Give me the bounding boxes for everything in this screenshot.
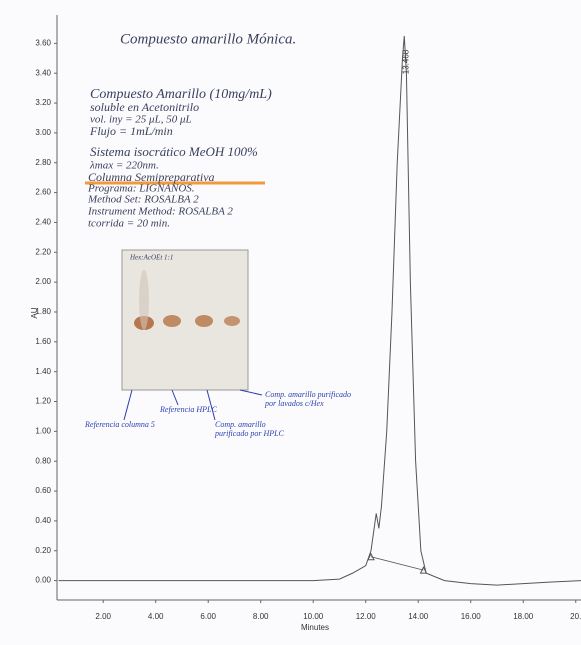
handwritten-note: vol. iny = 25 μL, 50 μL [90,114,192,126]
handwritten-note: Programa: LIGNANOS. [87,183,195,195]
handwritten-note: Method Set: ROSALBA 2 [87,194,199,206]
y-tick-label: 1.40 [35,367,51,376]
y-tick-label: 0.20 [35,546,51,555]
x-tick-label: 10.00 [303,612,324,621]
y-tick-label: 0.60 [35,486,51,495]
tlc-caption: Comp. amarillo purificado por HPLC [214,420,285,438]
handwritten-note: Compuesto amarillo Mónica. [120,31,296,47]
integration-marker [419,566,428,574]
handwritten-note: λmax = 220nm. [89,160,159,172]
x-axis-label: Minutes [301,623,329,632]
handwritten-note: soluble en Acetonitrilo [90,100,199,114]
tlc-caption: Referencia HPLC [159,405,217,414]
handwritten-note: Sistema isocrático MeOH 100% [90,144,258,159]
y-tick-label: 1.00 [35,426,51,435]
x-tick-label: 4.00 [148,612,164,621]
y-tick-label: 1.80 [35,307,51,316]
x-tick-label: 8.00 [253,612,269,621]
tlc-caption: Referencia columna 5 [84,420,155,429]
y-tick-label: 2.60 [35,188,51,197]
y-tick-label: 0.80 [35,456,51,465]
x-tick-label: 2.00 [95,612,111,621]
y-tick-label: 0.00 [35,576,51,585]
tlc-caption: Comp. amarillo purificado por lavados c/H… [264,390,351,408]
y-tick-label: 3.20 [35,98,51,107]
x-tick-label: 6.00 [200,612,216,621]
integration-baseline [370,556,424,571]
x-tick-label: 20. [570,612,581,621]
handwritten-note: Compuesto Amarillo (10mg/mL) [90,87,272,102]
integration-marker [367,552,375,561]
handwritten-note: Columna Semipreparativa [88,170,215,184]
peak-label: 13.468 [401,49,410,74]
y-tick-label: 3.00 [35,128,51,137]
y-axis-label: AU [30,307,39,318]
x-tick-label: 12.00 [356,612,377,621]
x-tick-label: 16.00 [461,612,482,621]
y-tick-label: 3.60 [35,38,51,47]
y-tick-label: 0.40 [35,516,51,525]
y-tick-label: 2.20 [35,247,51,256]
handwritten-note: Flujo = 1mL/min [89,124,173,138]
x-tick-label: 14.00 [408,612,429,621]
handwritten-note: tcorrida = 20 min. [88,218,170,230]
y-tick-label: 2.40 [35,218,51,227]
y-tick-label: 1.20 [35,397,51,406]
plate-label: Hex:AcOEt 1:1 [129,254,173,262]
data-line [58,35,581,586]
tlc-plate [121,249,249,391]
y-tick-label: 1.60 [35,337,51,346]
y-tick-label: 3.40 [35,68,51,77]
handwritten-note: Instrument Method: ROSALBA 2 [87,206,233,218]
y-tick-label: 2.80 [35,158,51,167]
y-tick-label: 2.00 [35,277,51,286]
x-tick-label: 18.00 [513,612,534,621]
caption-arrows [123,389,263,421]
